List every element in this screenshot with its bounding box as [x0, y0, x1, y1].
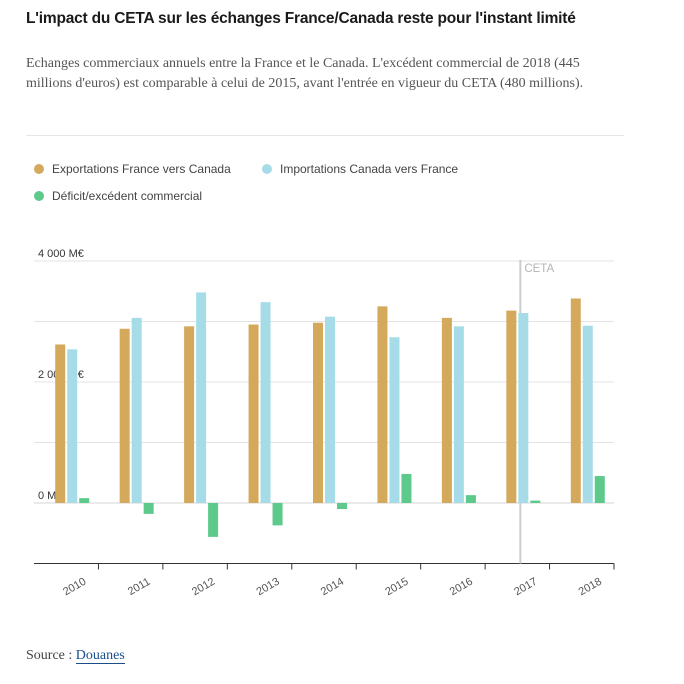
- ceta-label: CETA: [524, 263, 554, 275]
- x-tick-label: 2014: [319, 576, 346, 599]
- bar-imports: [389, 337, 400, 503]
- legend-dot-imports: [262, 164, 272, 174]
- bar-imports: [453, 326, 464, 503]
- bar-balance: [401, 473, 412, 503]
- legend-dot-balance: [34, 191, 44, 201]
- legend-label-exports: Exportations France vers Canada: [52, 162, 231, 176]
- legend-item-imports: Importations Canada vers France: [262, 162, 458, 176]
- bar-exports: [377, 306, 388, 503]
- legend-item-balance: Déficit/excédent commercial: [34, 189, 202, 203]
- legend-item-exports: Exportations France vers Canada: [34, 162, 231, 176]
- bar-balance: [79, 498, 90, 503]
- bar-balance: [143, 503, 154, 514]
- bar-exports: [248, 324, 259, 503]
- source-label: Source :: [26, 648, 73, 663]
- source-link[interactable]: Douanes: [75, 648, 125, 664]
- legend-dot-exports: [34, 164, 44, 174]
- bar-imports: [131, 317, 142, 503]
- legend-label-balance: Déficit/excédent commercial: [52, 189, 203, 203]
- bar-imports: [325, 316, 335, 503]
- chart-title: L'impact du CETA sur les échanges France…: [26, 10, 576, 27]
- bar-balance: [337, 503, 347, 510]
- bar-imports: [196, 292, 207, 503]
- x-tick-label: 2011: [126, 576, 152, 598]
- y-tick-label: 4 000 M€: [38, 248, 84, 260]
- bar-exports: [184, 326, 195, 503]
- bar-exports: [506, 310, 517, 503]
- bar-exports: [313, 322, 323, 503]
- source-line: Source : Douanes: [26, 648, 125, 664]
- bar-balance: [465, 495, 476, 503]
- legend-label-imports: Importations Canada vers France: [280, 162, 459, 176]
- x-tick-label: 2012: [190, 576, 217, 599]
- x-tick-label: 2015: [383, 576, 410, 599]
- bar-balance: [594, 476, 605, 503]
- x-tick-label: 2016: [448, 576, 475, 599]
- bar-imports: [582, 325, 593, 503]
- bar-imports: [518, 313, 529, 503]
- bar-balance: [272, 503, 283, 526]
- x-tick-label: 2010: [61, 576, 88, 599]
- x-tick-label: 2018: [577, 576, 604, 599]
- bar-exports: [441, 317, 452, 503]
- x-tick-label: 2013: [254, 576, 281, 599]
- bar-imports: [67, 349, 78, 503]
- chart-subtitle: Echanges commerciaux annuels entre la Fr…: [26, 56, 584, 91]
- bar-imports: [260, 302, 271, 503]
- bar-exports: [55, 344, 66, 503]
- divider: [26, 135, 624, 136]
- x-tick-label: 2017: [512, 576, 539, 599]
- bar-exports: [119, 328, 130, 503]
- bar-balance: [208, 503, 219, 537]
- bar-balance: [530, 500, 541, 503]
- bar-exports: [570, 298, 581, 503]
